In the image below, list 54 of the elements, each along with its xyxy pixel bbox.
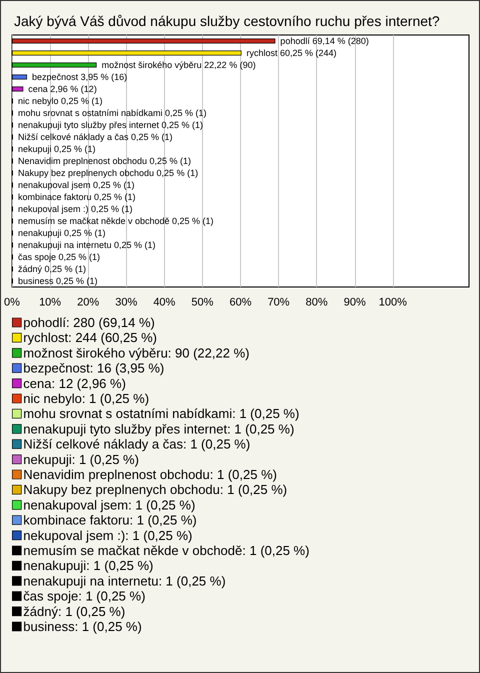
data-label: kombinace faktoru 0,25 % (1)	[18, 192, 136, 202]
legend-label: možnost širokého výběru: 90 (22,22 %)	[23, 345, 250, 360]
legend-label: Nenavidim preplnenost obchodu: 1 (0,25 %)	[23, 467, 277, 482]
data-label: mohu srovnat s ostatními nabídkami 0,25 % (1)	[18, 108, 207, 118]
data-label: Nižší celkové náklady a čas 0,25 % (1)	[18, 132, 173, 142]
data-label: čas spoje 0,25 % (1)	[18, 252, 100, 262]
data-label: nenakupoval jsem 0,25 % (1)	[18, 180, 135, 190]
legend-label: nekupoval jsem :): 1 (0,25 %)	[23, 528, 192, 543]
legend-label: nenakupuji na internetu: 1 (0,25 %)	[23, 573, 226, 588]
x-tick-label: 50%	[191, 296, 214, 308]
data-label: žádný 0,25 % (1)	[18, 264, 86, 274]
data-label: nekupoval jsem :) 0,25 % (1)	[18, 204, 133, 214]
chart-title: Jaký bývá Váš důvod nákupu služby cestovního ruchu přes internet?	[14, 13, 440, 29]
data-label: bezpečnost 3,95 % (16)	[32, 72, 128, 82]
legend-label: rychlost: 244 (60,25 %)	[23, 330, 157, 346]
data-label: nemusím se mačkat někde v obchodě 0,25 % (1)	[18, 216, 214, 226]
legend-label: nenakupoval jsem: 1 (0,25 %)	[23, 497, 196, 512]
x-tick-label: 10%	[39, 296, 62, 308]
legend-label: pohodlí: 280 (69,14 %)	[23, 315, 155, 330]
x-tick-label: 60%	[229, 296, 252, 308]
data-label: rychlost 60,25 % (244)	[246, 48, 336, 58]
x-tick-label: 30%	[115, 296, 138, 308]
data-label: Nakupy bez preplnenych obchodu 0,25 % (1)	[18, 168, 198, 178]
x-tick-label: 80%	[306, 296, 328, 308]
legend-label: nic nebylo: 1 (0,25 %)	[23, 391, 150, 406]
legend-label: nenakupuji: 1 (0,25 %)	[23, 558, 154, 574]
legend-label: Nižší celkové náklady a čas: 1 (0,25 %)	[23, 436, 250, 452]
data-label: nekupuji 0,25 % (1)	[18, 144, 96, 154]
x-tick-label: 20%	[77, 296, 100, 308]
x-tick-label: 70%	[268, 296, 290, 308]
legend-label: mohu srovnat s ostatními nabídkami: 1 (0,25 %)	[23, 406, 300, 422]
legend-label: bezpečnost: 16 (3,95 %)	[23, 360, 164, 376]
legend-label: business: 1 (0,25 %)	[23, 619, 142, 634]
legend-label: nemusím se mačkat někde v obchodě: 1 (0,25 %)	[23, 543, 310, 558]
data-label: business 0,25 % (1)	[18, 276, 98, 286]
x-tick-label: 40%	[153, 296, 176, 308]
x-tick-label: 100%	[378, 296, 408, 308]
legend-label: kombinace faktoru: 1 (0,25 %)	[23, 512, 197, 528]
data-label: Nenavidim preplnenost obchodu 0,25 % (1)	[18, 156, 192, 166]
legend-label: Nakupy bez preplnenych obchodu: 1 (0,25 %)	[23, 482, 288, 498]
data-label: cena 2,96 % (12)	[28, 84, 97, 94]
legend-label: nenakupuji tyto služby přes internet: 1 (0,25 %)	[23, 421, 294, 436]
data-label: nenakupuji tyto služby přes internet 0,25 % (1)	[18, 120, 204, 130]
legend-label: cena: 12 (2,96 %)	[23, 376, 126, 391]
data-label: pohodlí 69,14 % (280)	[280, 36, 369, 46]
legend-label: nekupuji: 1 (0,25 %)	[23, 452, 139, 467]
legend-label: žádný: 1 (0,25 %)	[23, 604, 126, 619]
x-tick-label: 0%	[4, 296, 20, 308]
data-label: možnost širokého výběru 22,22 % (90)	[102, 60, 256, 70]
data-label: nenakupuji na internetu 0,25 % (1)	[18, 240, 156, 250]
legend-label: čas spoje: 1 (0,25 %)	[23, 588, 146, 604]
data-label: nic nebylo 0,25 % (1)	[18, 96, 102, 106]
x-tick-label: 90%	[344, 296, 366, 308]
data-label: nenakupuji 0,25 % (1)	[18, 228, 106, 238]
